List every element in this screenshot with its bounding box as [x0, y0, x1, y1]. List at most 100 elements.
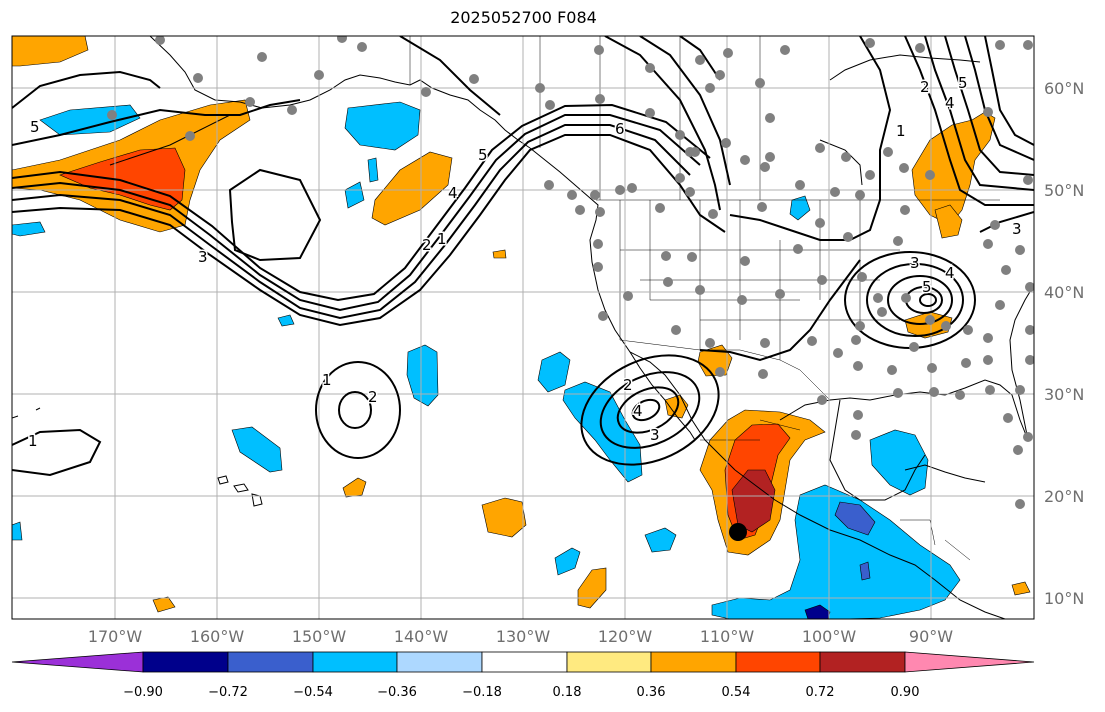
station-dot	[1023, 432, 1033, 442]
station-dot	[765, 152, 775, 162]
colorbar-extend-right	[904, 651, 1035, 673]
station-dot	[598, 311, 608, 321]
coastlines	[12, 36, 1034, 619]
station-dot	[594, 45, 604, 55]
lon-label: 160°W	[190, 627, 245, 646]
station-dot	[765, 113, 775, 123]
contour-label: 2	[422, 236, 432, 254]
station-dot	[593, 239, 603, 249]
colorbar-segment	[650, 651, 737, 673]
station-dot	[715, 367, 725, 377]
contour-label: 1	[322, 371, 332, 389]
station-dot	[695, 55, 705, 65]
station-dot	[705, 338, 715, 348]
station-dot	[983, 333, 993, 343]
station-dot	[690, 147, 700, 157]
contour-lines	[12, 36, 1034, 477]
station-dot	[314, 70, 324, 80]
station-dot	[695, 285, 705, 295]
contour-label: 5	[958, 74, 968, 92]
contour-label: 4	[633, 402, 643, 420]
colorbar-tick-label: 0.90	[891, 685, 920, 700]
station-markers	[107, 36, 1034, 509]
station-dot	[661, 251, 671, 261]
station-dot	[245, 97, 255, 107]
station-dot	[671, 325, 681, 335]
station-dot	[567, 190, 577, 200]
colorbar-tick-label: 0.72	[806, 685, 835, 700]
station-dot	[793, 244, 803, 254]
station-dot	[855, 321, 865, 331]
station-dot	[1013, 445, 1023, 455]
station-dot	[925, 170, 935, 180]
colorbar-tick-label: −0.18	[462, 685, 502, 700]
station-dot	[708, 209, 718, 219]
colorbar-tick-label: −0.72	[208, 685, 248, 700]
station-dot	[257, 52, 267, 62]
station-dot	[995, 40, 1005, 50]
station-dot	[1015, 385, 1025, 395]
station-dot	[685, 187, 695, 197]
lon-label: 140°W	[394, 627, 449, 646]
station-dot	[1015, 245, 1025, 255]
station-dot	[851, 430, 861, 440]
station-dot	[1025, 325, 1034, 335]
colorbar-tick-label: 0.18	[553, 685, 582, 700]
lat-label: 40°N	[1044, 283, 1084, 302]
colorbar-tick-label: −0.54	[293, 685, 333, 700]
station-dot	[757, 202, 767, 212]
lon-label: 170°W	[88, 627, 143, 646]
station-dot	[421, 87, 431, 97]
colorbar-tick-label: −0.36	[377, 685, 417, 700]
station-dot	[961, 358, 971, 368]
station-dot	[941, 321, 951, 331]
station-dot	[155, 36, 165, 45]
contour-label-group: 5 3 5 4 2 1 6 2 3 4 1 2 3 4 5 1 2 3 4 5 …	[27, 73, 1024, 452]
station-dot	[983, 239, 993, 249]
station-dot	[1023, 175, 1033, 185]
lat-label: 20°N	[1044, 487, 1084, 506]
station-dot	[737, 295, 747, 305]
station-dot	[833, 348, 843, 358]
contour-label: 3	[650, 426, 660, 444]
station-dot	[535, 83, 545, 93]
contour-label: 3	[1012, 220, 1022, 238]
contour-label: 1	[896, 122, 906, 140]
station-dot	[740, 155, 750, 165]
lat-lon-grid	[12, 36, 1034, 619]
colorbar-segment	[819, 651, 906, 673]
station-dot	[955, 390, 965, 400]
station-dot	[185, 131, 195, 141]
station-dot	[899, 163, 909, 173]
station-dot	[287, 105, 297, 115]
station-dot	[817, 275, 827, 285]
station-dot	[927, 363, 937, 373]
station-dot	[883, 147, 893, 157]
station-dot	[893, 388, 903, 398]
station-dot	[853, 361, 863, 371]
station-dot	[645, 63, 655, 73]
station-dot	[723, 48, 733, 58]
lon-label: 150°W	[292, 627, 347, 646]
station-dot	[675, 173, 685, 183]
station-dot	[929, 387, 939, 397]
station-dot	[851, 335, 861, 345]
station-dot	[995, 300, 1005, 310]
colorbar-extend-left	[11, 651, 144, 673]
colorbar-segment	[312, 651, 398, 673]
station-dot	[675, 130, 685, 140]
station-dot	[337, 36, 347, 43]
station-dot	[193, 73, 203, 83]
station-dot	[1025, 282, 1034, 292]
station-dot	[575, 205, 585, 215]
station-dot	[807, 336, 817, 346]
station-dot	[545, 100, 555, 110]
contour-label: 4	[945, 264, 955, 282]
contour-label: 4	[945, 94, 955, 112]
station-dot	[1023, 40, 1033, 50]
contour-label: 5	[478, 146, 488, 164]
colorbar-tick-label: −0.90	[123, 685, 163, 700]
station-dot	[877, 307, 887, 317]
station-dot	[893, 236, 903, 246]
station-dot	[715, 70, 725, 80]
